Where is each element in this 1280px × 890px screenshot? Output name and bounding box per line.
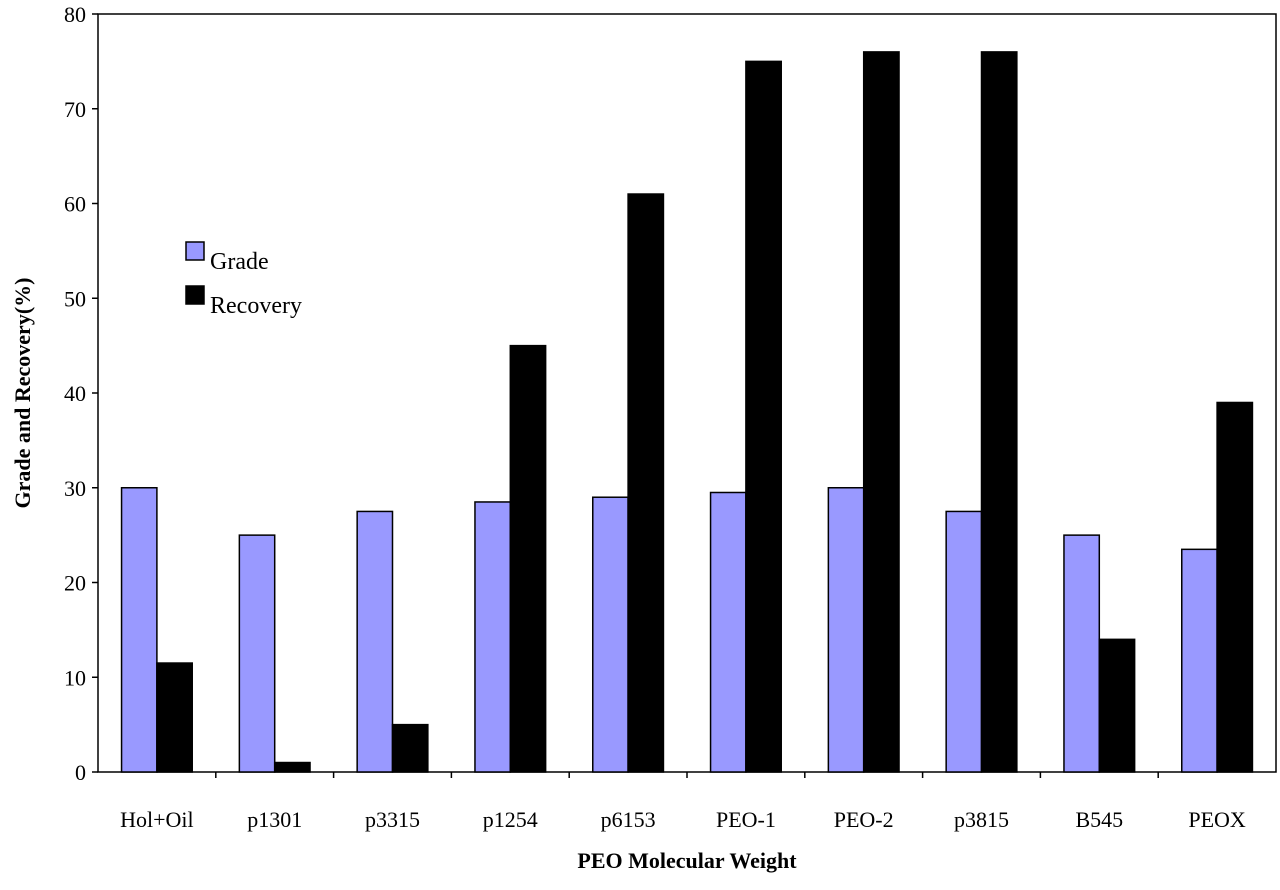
x-tick-label: p3815 [954, 807, 1009, 832]
legend: Grade Recovery [185, 241, 302, 319]
y-axis: 0 10 20 30 40 50 60 70 80 [64, 2, 98, 785]
bar-recovery [273, 761, 311, 773]
x-tick-label: p6153 [601, 807, 656, 832]
x-tick-label: p1301 [247, 807, 302, 832]
bar-grade [1181, 548, 1218, 773]
x-tick-label: B545 [1075, 807, 1123, 832]
bar-recovery [1216, 401, 1254, 773]
bar-grade [238, 534, 276, 773]
bars [120, 51, 1254, 773]
y-tick-label: 10 [64, 665, 86, 690]
legend-swatch-recovery [185, 285, 205, 305]
x-tick-label: Hol+Oil [120, 807, 194, 832]
y-tick-label: 0 [75, 760, 86, 785]
bar-recovery [862, 51, 900, 773]
bar-recovery [509, 344, 547, 773]
x-tick-label: PEOX [1188, 807, 1246, 832]
legend-label-recovery: Recovery [210, 293, 302, 319]
legend-label-grade: Grade [210, 249, 269, 275]
x-tick-label: p1254 [483, 807, 538, 832]
y-tick-label: 70 [64, 97, 86, 122]
bar-recovery [745, 60, 782, 773]
x-tick-label: PEO-2 [834, 807, 894, 832]
bar-grade [1063, 534, 1101, 773]
bar-recovery [980, 51, 1018, 773]
y-axis-title: Grade and Recovery(%) [10, 278, 35, 509]
y-tick-label: 80 [64, 2, 86, 27]
x-axis: Hol+Oil p1301 p3315 p1254 p6153 PEO-1 PEO-2 p38… [120, 772, 1246, 832]
bar-grade [945, 510, 983, 773]
bar-recovery [391, 723, 429, 773]
x-tick-label: p3315 [365, 807, 420, 832]
y-tick-label: 20 [64, 571, 86, 596]
bar-recovery [627, 193, 665, 773]
x-tick-label: PEO-1 [716, 807, 776, 832]
bar-grade [709, 491, 747, 773]
bar-grade [592, 496, 629, 773]
legend-swatch-grade [185, 241, 205, 261]
bar-grade [474, 501, 512, 773]
bar-recovery [1098, 638, 1136, 773]
bar-recovery [156, 662, 193, 773]
bar-grade [827, 487, 865, 773]
bar-grade [120, 487, 158, 773]
y-tick-label: 30 [64, 476, 86, 501]
y-tick-label: 50 [64, 286, 86, 311]
x-axis-title: PEO Molecular Weight [577, 848, 797, 873]
y-tick-label: 60 [64, 192, 86, 217]
y-tick-label: 40 [64, 381, 86, 406]
bar-grade [356, 510, 394, 773]
